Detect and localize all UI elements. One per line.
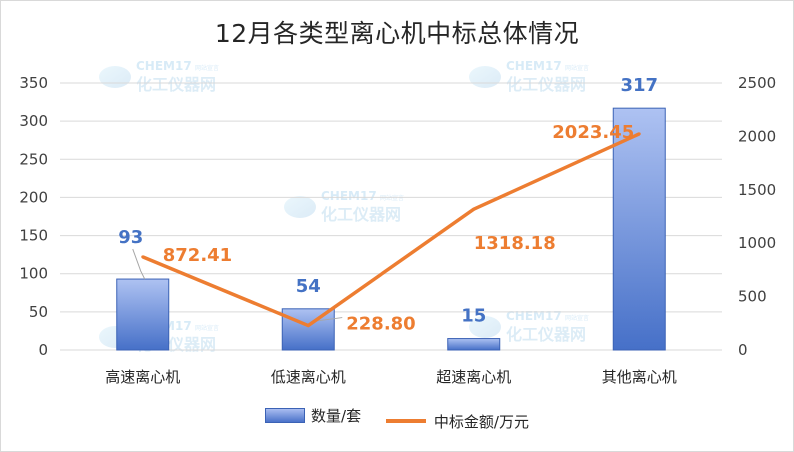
watermark-name: 化工仪器网 (136, 75, 216, 94)
legend-bar-swatch (265, 408, 306, 423)
watermark-logo-icon (469, 66, 501, 88)
left-tick-label: 100 (19, 265, 48, 283)
watermark-brand: CHEM17 (506, 59, 562, 73)
category-label: 低速离心机 (271, 368, 346, 386)
watermark-logo-icon (469, 316, 501, 338)
category-label: 超速离心机 (436, 368, 511, 386)
line-point-高速离心机 (141, 255, 145, 259)
line-value-label: 872.41 (163, 245, 232, 266)
line-point-超速离心机 (472, 207, 476, 211)
line-value-label: 2023.45 (552, 122, 634, 143)
line-value-label: 1318.18 (474, 233, 556, 254)
legend-line-swatch (385, 419, 426, 423)
category-axis: 高速离心机 低速离心机 超速离心机 其他离心机 (105, 368, 677, 386)
line-path (142, 132, 640, 328)
bar-value-label: 54 (296, 276, 321, 297)
legend-item-bar[interactable]: 数量/套 (265, 405, 361, 426)
watermark-logo-icon (99, 66, 131, 88)
legend-bar-label: 数量/套 (311, 407, 362, 425)
left-tick-label: 350 (19, 74, 48, 92)
bar-低速离心机 (281, 308, 335, 351)
watermark-tagline: 网站宣言 (565, 64, 589, 72)
line-point-其他离心机 (637, 132, 641, 136)
chart-title: 12月各类型离心机中标总体情况 (214, 19, 580, 48)
right-axis: 0 500 1000 1500 2000 2500 (738, 74, 776, 359)
right-tick-label: 500 (738, 288, 767, 306)
left-tick-label: 300 (19, 112, 48, 130)
legend-item-line[interactable]: 中标金额/万元 (385, 411, 529, 432)
watermark-logo-icon (284, 196, 316, 218)
left-tick-label: 250 (19, 150, 48, 168)
bar-超速离心机 (447, 338, 501, 351)
bar-series (116, 107, 666, 351)
watermark-name: 化工仪器网 (321, 205, 401, 224)
data-labels: 93 54 15 317 872.41 228.80 1318.18 2023.45 (118, 75, 658, 334)
bar-value-label: 317 (620, 75, 658, 96)
bar-其他离心机 (612, 107, 666, 351)
right-tick-label: 2000 (738, 127, 776, 145)
watermark-tagline: 网站宣言 (380, 194, 404, 202)
right-tick-label: 2500 (738, 74, 776, 92)
watermark-brand: CHEM17 (136, 59, 192, 73)
watermark-tagline: 网站宣言 (195, 64, 219, 72)
watermark-name: 化工仪器网 (506, 325, 586, 344)
watermark-name: 化工仪器网 (506, 75, 586, 94)
category-label: 高速离心机 (105, 368, 180, 386)
left-tick-label: 200 (19, 188, 48, 206)
left-tick-label: 50 (29, 303, 48, 321)
left-tick-label: 0 (38, 341, 48, 359)
left-tick-label: 150 (19, 227, 48, 245)
left-axis: 0 50 100 150 200 250 300 350 (19, 74, 48, 359)
right-tick-label: 0 (738, 341, 748, 359)
line-point-低速离心机 (306, 324, 310, 328)
bar-高速离心机 (116, 278, 170, 351)
line-value-label: 228.80 (346, 314, 415, 335)
legend-line-label: 中标金额/万元 (433, 412, 529, 431)
bar-value-label: 93 (118, 227, 143, 248)
watermark-brand: CHEM17 (321, 189, 377, 203)
right-tick-label: 1500 (738, 181, 776, 199)
right-tick-label: 1000 (738, 234, 776, 252)
watermark-tagline: 网站宣言 (195, 324, 219, 332)
gridlines (60, 82, 722, 351)
category-label: 其他离心机 (602, 368, 677, 386)
leader-line (132, 248, 146, 280)
watermark-tagline: 网站宣言 (565, 314, 589, 322)
bar-value-label: 15 (461, 306, 486, 327)
watermark-brand: CHEM17 (506, 309, 562, 323)
line-series (141, 132, 641, 328)
legend: 数量/套 中标金额/万元 (0, 405, 794, 432)
